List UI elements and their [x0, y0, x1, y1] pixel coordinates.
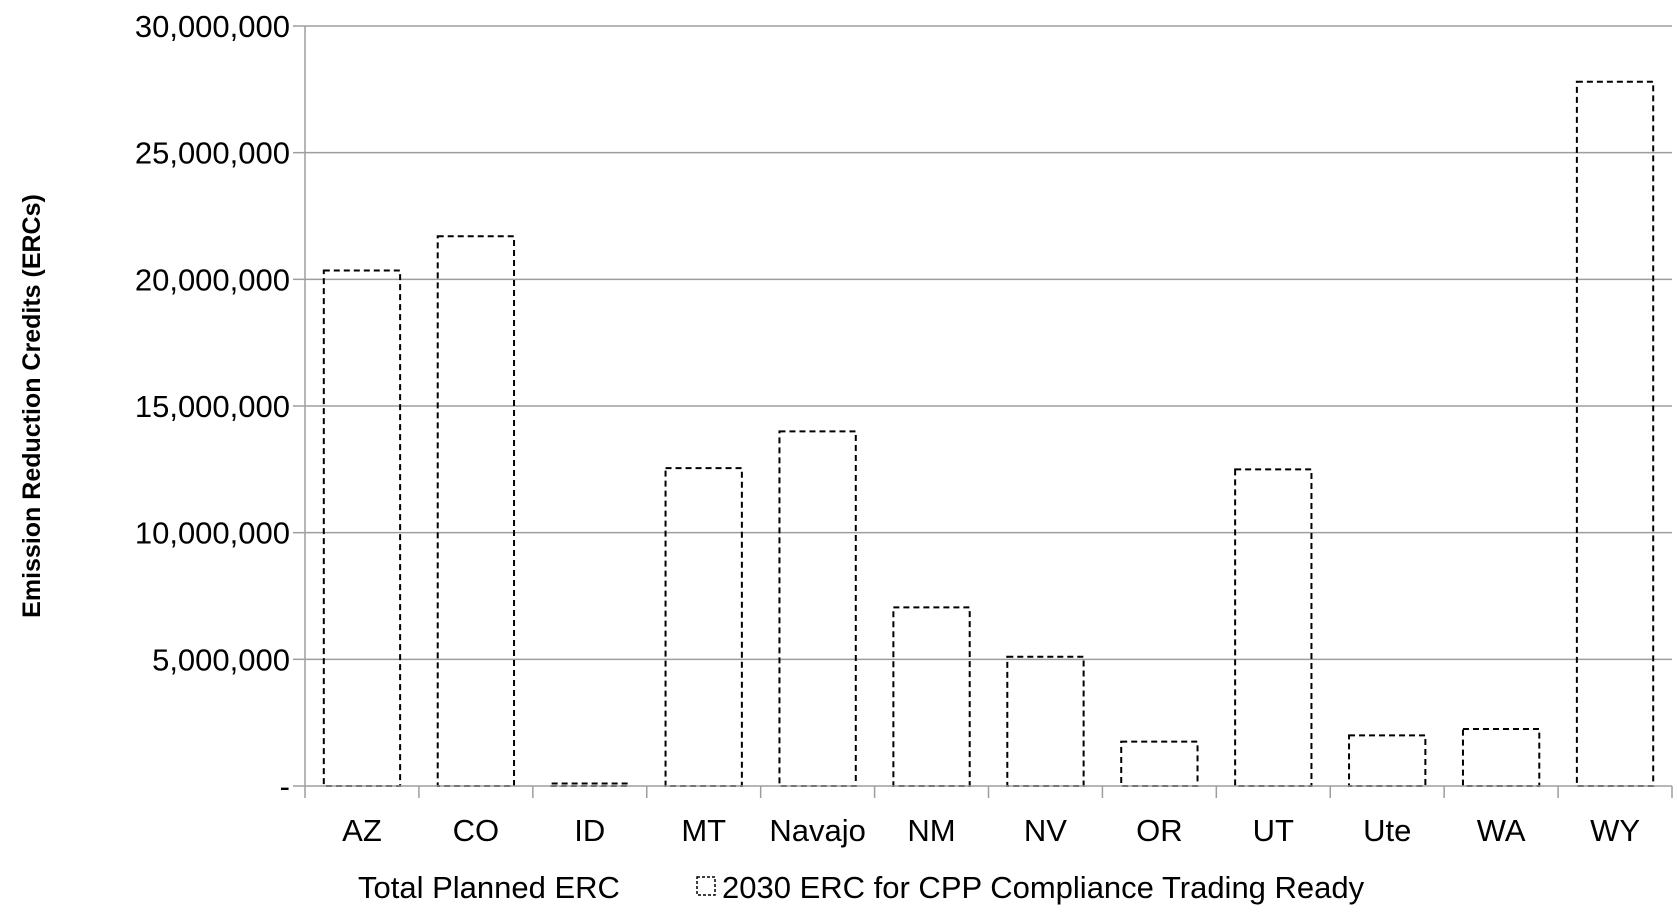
bar-2030-erc-az [322, 269, 402, 787]
legend-label-2030-erc: 2030 ERC for CPP Compliance Trading Read… [722, 870, 1365, 905]
bar-2030-erc-ute [1348, 734, 1427, 787]
x-tick-labels: AZ CO ID MT Navajo NM NV OR UT Ute WA WY [342, 813, 1640, 848]
x-tick-label: UT [1253, 813, 1294, 848]
x-tick-label: ID [574, 813, 605, 848]
legend-label-total-planned: Total Planned ERC [358, 870, 620, 905]
bar-2030-erc-nv [1006, 655, 1085, 787]
y-tick-label: 5,000,000 [152, 642, 290, 677]
y-axis-label: Emission Reduction Credits (ERCs) [18, 194, 46, 618]
bar-2030-erc-or [1120, 740, 1199, 788]
legend-swatch-2030-erc [696, 876, 716, 896]
x-tick-label: OR [1136, 813, 1183, 848]
y-tick-labels: - 5,000,000 10,000,000 15,000,000 20,000,000… [135, 9, 290, 804]
bar-2030-erc-ut [1234, 468, 1313, 787]
x-tick-label: AZ [342, 813, 382, 848]
y-tick-label: 20,000,000 [135, 262, 290, 297]
bar-2030-erc-navajo [778, 430, 857, 787]
axes [293, 25, 1673, 798]
bars [322, 80, 1655, 788]
gridlines [305, 25, 1672, 661]
bar-2030-erc-nm [892, 606, 971, 788]
x-tick-label: Ute [1363, 813, 1411, 848]
y-tick-label: 15,000,000 [135, 389, 290, 424]
x-tick-label: WY [1590, 813, 1640, 848]
bar-2030-erc-co [436, 235, 516, 787]
bar-2030-erc-wa [1461, 728, 1541, 787]
y-tick-label: - [280, 769, 290, 804]
bar-2030-erc-wy [1575, 80, 1655, 787]
x-tick-label: NV [1024, 813, 1067, 848]
x-tick-label: NM [907, 813, 955, 848]
y-tick-label: 10,000,000 [135, 516, 290, 551]
x-tick-label: WA [1477, 813, 1526, 848]
x-tick-label: CO [453, 813, 500, 848]
bar-2030-erc-mt [664, 467, 743, 787]
y-tick-label: 30,000,000 [135, 9, 290, 44]
y-tick-label: 25,000,000 [135, 136, 290, 171]
x-tick-label: Navajo [769, 813, 866, 848]
x-tick-label: MT [681, 813, 726, 848]
legend: Total Planned ERC 2030 ERC for CPP Compli… [358, 870, 1365, 905]
